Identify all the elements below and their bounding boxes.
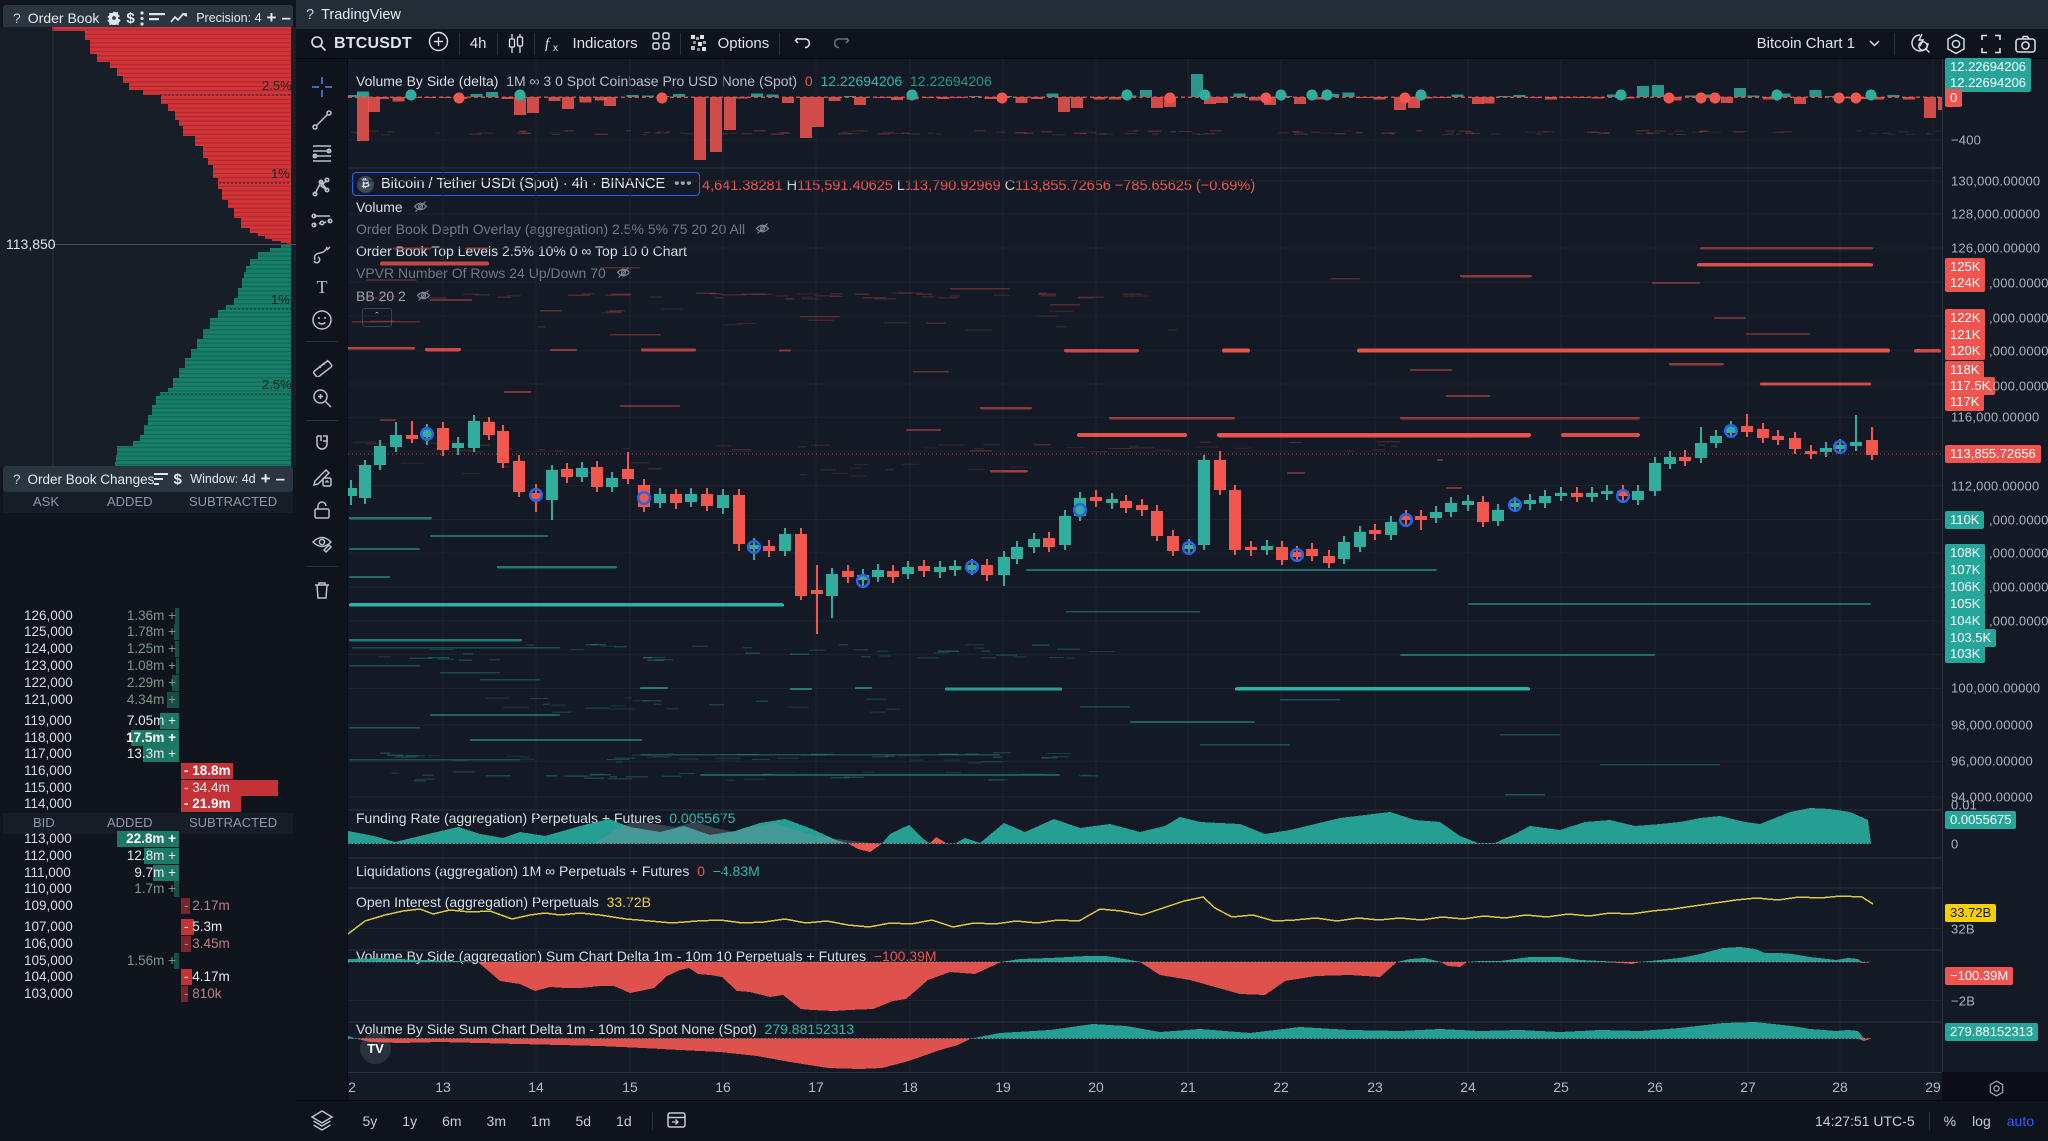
svg-text:f: f <box>545 36 551 52</box>
svg-text:T: T <box>317 277 328 297</box>
svg-text:1%: 1% <box>271 166 290 181</box>
svg-text:x: x <box>553 43 558 52</box>
svg-text:2.5%: 2.5% <box>262 78 292 93</box>
svg-text:113,850: 113,850 <box>6 236 56 252</box>
svg-text:1%: 1% <box>271 292 290 307</box>
svg-text:2.5%: 2.5% <box>262 377 292 392</box>
